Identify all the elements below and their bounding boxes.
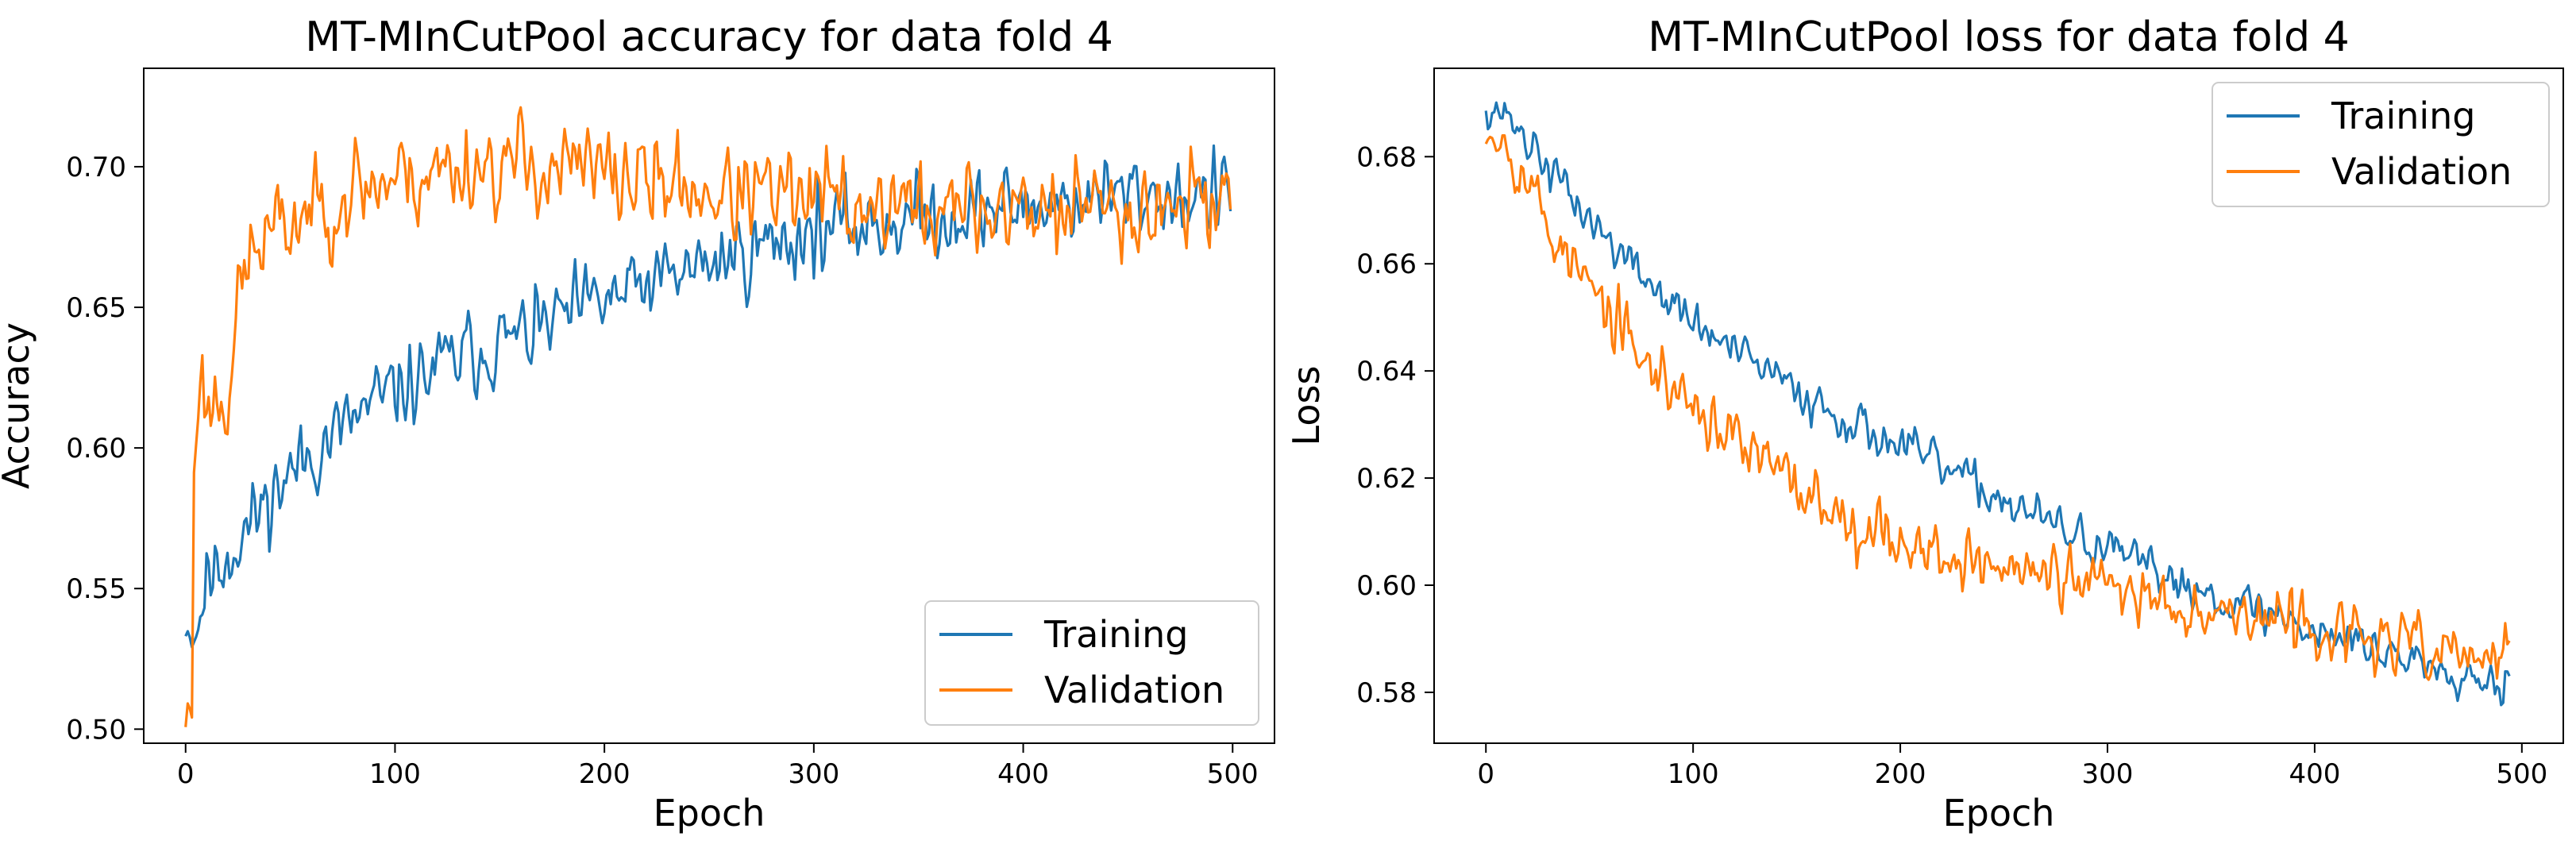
- legend: Training Validation: [2212, 82, 2550, 207]
- x-tick-label: 500: [2496, 758, 2547, 790]
- legend: Training Validation: [924, 600, 1259, 726]
- x-tick-label: 100: [1668, 758, 1719, 790]
- y-tick-label: 0.55: [66, 573, 126, 605]
- x-tick-label: 200: [579, 758, 631, 790]
- x-tick-label: 400: [2289, 758, 2340, 790]
- series-line-validation: [1484, 134, 2511, 681]
- y-tick-label: 0.58: [1356, 677, 1417, 709]
- y-tick-label: 0.62: [1356, 463, 1417, 495]
- y-tick-label: 0.66: [1356, 249, 1417, 280]
- series-line-training: [184, 144, 1232, 649]
- legend-label-validation: Validation: [2331, 150, 2512, 193]
- legend-label-training: Training: [2331, 94, 2476, 137]
- y-axis-label: Loss: [1285, 366, 1328, 446]
- legend-label-training: Training: [1043, 613, 1189, 656]
- x-tick-label: 300: [2082, 758, 2134, 790]
- y-tick-label: 0.70: [66, 152, 126, 183]
- accuracy-chart: MT-MInCutPool accuracy for data fold 4 Ep…: [0, 13, 1275, 835]
- x-axis-label: Epoch: [1943, 792, 2055, 835]
- x-tick-label: 0: [177, 758, 195, 790]
- y-tick-label: 0.60: [66, 433, 126, 465]
- y-axis-label: Accuracy: [0, 322, 37, 489]
- legend-label-validation: Validation: [1044, 669, 1224, 711]
- x-tick-label: 500: [1207, 758, 1259, 790]
- y-tick-label: 0.50: [66, 714, 126, 746]
- y-tick-label: 0.64: [1356, 356, 1417, 387]
- x-tick-label: 200: [1875, 758, 1926, 790]
- chart-title: MT-MInCutPool loss for data fold 4: [1648, 13, 2349, 61]
- x-tick-label: 400: [997, 758, 1049, 790]
- loss-chart: MT-MInCutPool loss for data fold 4 Epoch L…: [1285, 13, 2564, 835]
- series-line-training: [1484, 101, 2511, 707]
- axes-frame: [1433, 67, 2564, 744]
- x-tick-label: 0: [1477, 758, 1494, 790]
- x-tick-label: 300: [788, 758, 839, 790]
- chart-title: MT-MInCutPool accuracy for data fold 4: [305, 13, 1113, 61]
- y-tick-label: 0.60: [1356, 570, 1417, 602]
- x-tick-label: 100: [369, 758, 421, 790]
- axes-frame: [143, 67, 1275, 744]
- x-axis-label: Epoch: [654, 792, 765, 835]
- legend-box: [924, 600, 1259, 726]
- series-line-validation: [184, 106, 1232, 727]
- y-tick-label: 0.68: [1356, 141, 1417, 173]
- y-tick-label: 0.65: [66, 292, 126, 324]
- legend-box: [2212, 82, 2550, 207]
